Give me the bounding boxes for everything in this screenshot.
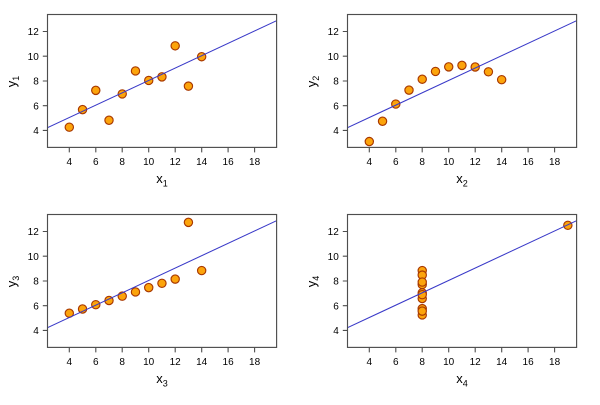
svg-text:16: 16 xyxy=(223,357,235,368)
svg-text:18: 18 xyxy=(549,357,561,368)
svg-text:x4: x4 xyxy=(456,371,468,388)
svg-text:x2: x2 xyxy=(456,171,468,188)
svg-text:10: 10 xyxy=(143,157,155,168)
svg-text:18: 18 xyxy=(249,157,261,168)
svg-text:6: 6 xyxy=(333,101,339,112)
svg-text:10: 10 xyxy=(143,357,155,368)
svg-text:y3: y3 xyxy=(4,276,21,288)
svg-text:12: 12 xyxy=(328,227,340,238)
svg-text:8: 8 xyxy=(33,77,39,88)
svg-text:14: 14 xyxy=(496,157,508,168)
svg-text:8: 8 xyxy=(419,357,425,368)
svg-text:8: 8 xyxy=(333,77,339,88)
svg-text:12: 12 xyxy=(28,227,40,238)
svg-text:6: 6 xyxy=(33,301,39,312)
svg-text:18: 18 xyxy=(249,357,261,368)
svg-text:16: 16 xyxy=(523,157,535,168)
svg-text:y2: y2 xyxy=(304,76,321,88)
svg-text:4: 4 xyxy=(67,157,73,168)
svg-text:6: 6 xyxy=(333,301,339,312)
svg-text:4: 4 xyxy=(333,126,339,137)
svg-text:8: 8 xyxy=(119,357,125,368)
svg-text:6: 6 xyxy=(33,101,39,112)
svg-text:8: 8 xyxy=(333,277,339,288)
svg-text:8: 8 xyxy=(33,277,39,288)
svg-text:y1: y1 xyxy=(4,76,21,88)
svg-text:10: 10 xyxy=(328,252,340,263)
svg-text:16: 16 xyxy=(223,157,235,168)
svg-text:8: 8 xyxy=(419,157,425,168)
svg-text:4: 4 xyxy=(367,357,373,368)
svg-text:18: 18 xyxy=(549,157,561,168)
svg-text:16: 16 xyxy=(523,357,535,368)
svg-text:10: 10 xyxy=(443,157,455,168)
svg-text:4: 4 xyxy=(67,357,73,368)
svg-text:4: 4 xyxy=(33,326,39,337)
svg-text:12: 12 xyxy=(470,357,482,368)
svg-text:8: 8 xyxy=(119,157,125,168)
svg-text:6: 6 xyxy=(93,357,99,368)
svg-text:14: 14 xyxy=(196,157,208,168)
svg-text:4: 4 xyxy=(33,126,39,137)
svg-text:10: 10 xyxy=(328,52,340,63)
svg-text:12: 12 xyxy=(470,157,482,168)
svg-text:x1: x1 xyxy=(156,171,168,188)
svg-text:4: 4 xyxy=(333,326,339,337)
svg-text:6: 6 xyxy=(393,157,399,168)
svg-text:10: 10 xyxy=(28,52,40,63)
svg-text:6: 6 xyxy=(93,157,99,168)
svg-text:14: 14 xyxy=(496,357,508,368)
svg-text:10: 10 xyxy=(443,357,455,368)
svg-text:10: 10 xyxy=(28,252,40,263)
svg-text:x3: x3 xyxy=(156,371,168,388)
svg-text:12: 12 xyxy=(28,27,40,38)
svg-text:12: 12 xyxy=(170,357,182,368)
svg-text:14: 14 xyxy=(196,357,208,368)
svg-text:y4: y4 xyxy=(304,276,321,288)
svg-text:12: 12 xyxy=(170,157,182,168)
svg-text:12: 12 xyxy=(328,27,340,38)
svg-text:6: 6 xyxy=(393,357,399,368)
svg-text:4: 4 xyxy=(367,157,373,168)
